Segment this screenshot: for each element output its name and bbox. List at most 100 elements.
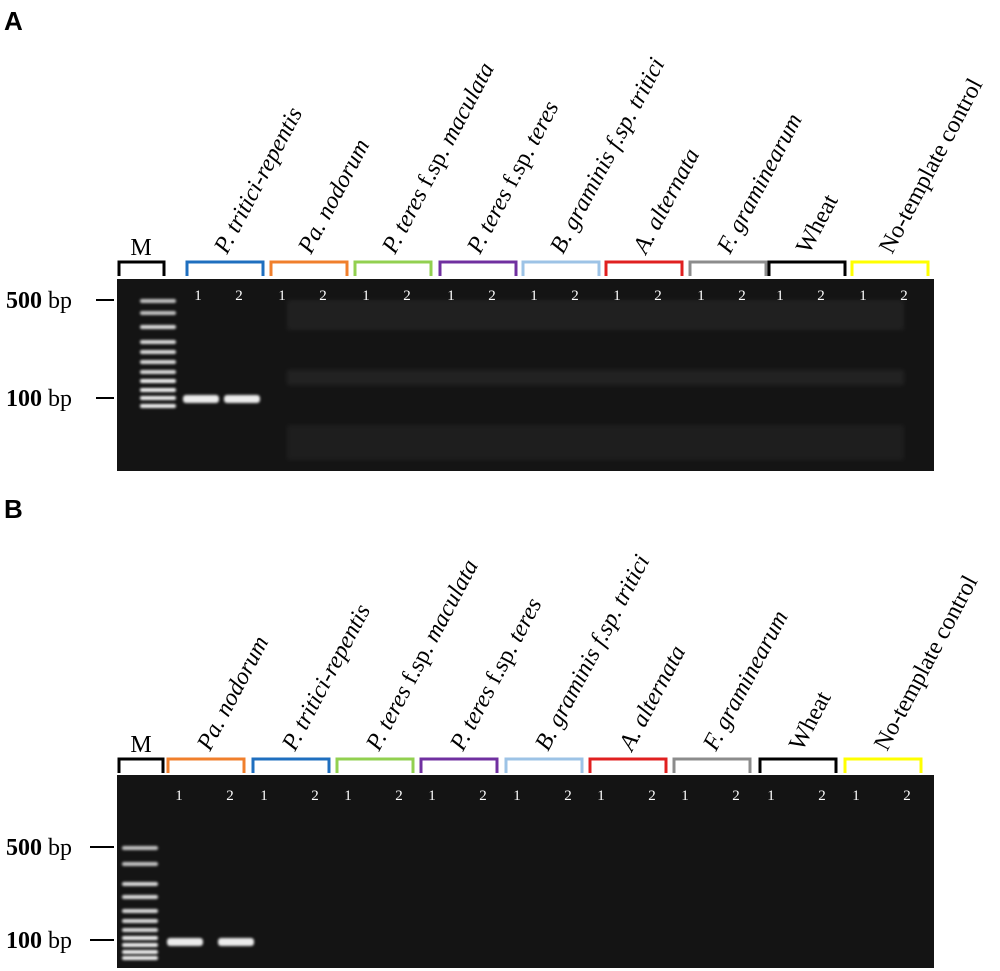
marker-band	[122, 936, 158, 940]
sample-bracket	[353, 260, 433, 276]
marker-label: M	[130, 732, 151, 758]
forma-specialis: maculata	[435, 58, 500, 149]
sample-label: P. tritici-repentis	[209, 103, 308, 259]
sample-bracket	[504, 757, 584, 773]
sample-label: F. graminearum	[698, 606, 794, 755]
lane-number: 1	[697, 288, 705, 304]
lane-number: 1	[852, 788, 860, 804]
lane-number: 2	[235, 288, 243, 304]
marker-band	[140, 370, 176, 374]
pcr-band	[224, 395, 260, 403]
lane-number: 2	[479, 788, 487, 804]
size-value: 100	[6, 928, 42, 954]
sample-group: P. tritici-repentis 1 2	[251, 600, 376, 804]
marker-band	[140, 388, 176, 392]
marker-bracket	[117, 260, 166, 276]
marker-band	[140, 325, 176, 329]
sample-label: Wheat	[791, 190, 844, 258]
pcr-band	[218, 938, 254, 946]
forma-specialis: maculata	[419, 555, 484, 646]
lane-number: 1	[859, 288, 867, 304]
size-label-500bp: 500 bp	[6, 288, 72, 314]
lane-number: 1	[362, 288, 370, 304]
gel-smear	[287, 425, 904, 460]
lane-number: 2	[903, 788, 911, 804]
lane-number: 1	[447, 288, 455, 304]
lane-number: 1	[681, 788, 689, 804]
marker-ladder	[122, 846, 158, 960]
lane-number: 2	[732, 788, 740, 804]
sample-group: No-template control 1 2	[843, 571, 983, 804]
lane-number: 2	[571, 288, 579, 304]
species-name: P. tritici-repentis	[209, 103, 308, 259]
sample-label: F. graminearum	[712, 109, 808, 258]
label-text: Wheat	[784, 687, 837, 755]
sample-label: Pa. nodorum	[192, 632, 274, 756]
size-value: 100	[6, 386, 42, 412]
size-label-500bp: 500 bp	[6, 835, 72, 861]
sample-group: Pa. nodorum 1 2	[269, 135, 375, 304]
marker-band	[140, 350, 176, 354]
marker-band	[122, 943, 158, 947]
sample-label: P. teres f.sp. teres	[462, 97, 565, 259]
lane-number: 2	[654, 288, 662, 304]
marker-bracket	[117, 757, 165, 773]
sample-bracket	[767, 260, 847, 276]
size-value: 500	[6, 288, 42, 314]
size-unit: bp	[42, 835, 72, 861]
lane-number: 2	[488, 288, 496, 304]
label-text: No-template control	[874, 74, 988, 258]
marker-band	[122, 956, 158, 960]
size-label-100bp: 100 bp	[6, 928, 72, 954]
marker-band	[122, 928, 158, 932]
sample-label: Wheat	[784, 687, 837, 755]
lane-number: 1	[260, 788, 268, 804]
marker-band	[140, 311, 176, 315]
lane-number: 1	[175, 788, 183, 804]
lane-number: 1	[513, 788, 521, 804]
species-name: A. alternata	[627, 144, 705, 259]
marker-band	[140, 340, 176, 344]
species-name: Pa. nodorum	[192, 632, 274, 756]
marker-band	[122, 909, 158, 913]
sample-label: No-template control	[869, 571, 983, 755]
sample-bracket	[419, 757, 499, 773]
lane-number: 2	[738, 288, 746, 304]
size-unit: bp	[42, 386, 72, 412]
lane-number: 1	[767, 788, 775, 804]
pcr-band	[167, 938, 203, 946]
lane-number: 2	[319, 288, 327, 304]
sample-bracket	[688, 260, 768, 276]
species-name: P. tritici-repentis	[277, 600, 376, 756]
lane-number: 1	[597, 788, 605, 804]
lane-number: 1	[530, 288, 538, 304]
species-name: F. graminearum	[712, 109, 808, 258]
lane-number: 2	[226, 788, 234, 804]
size-unit: bp	[42, 288, 72, 314]
sample-bracket	[588, 757, 668, 773]
species-name: P. teres	[377, 184, 433, 258]
label-text: Wheat	[791, 190, 844, 258]
gel-smear	[287, 370, 904, 385]
marker-band	[140, 299, 176, 303]
sample-label: A. alternata	[627, 144, 705, 259]
species-name: A. alternata	[613, 641, 691, 756]
sample-bracket	[335, 757, 415, 773]
lane-number: 2	[817, 288, 825, 304]
marker-band	[122, 846, 158, 850]
sample-bracket	[604, 260, 684, 276]
sample-bracket	[166, 757, 246, 773]
marker-band	[122, 895, 158, 899]
marker-band	[122, 882, 158, 886]
lane-number: 1	[428, 788, 436, 804]
forma-specialis: teres	[503, 594, 547, 647]
panel-letter: A	[4, 6, 23, 36]
marker-ladder	[140, 299, 176, 408]
lane-number: 1	[613, 288, 621, 304]
lane-number: 2	[403, 288, 411, 304]
